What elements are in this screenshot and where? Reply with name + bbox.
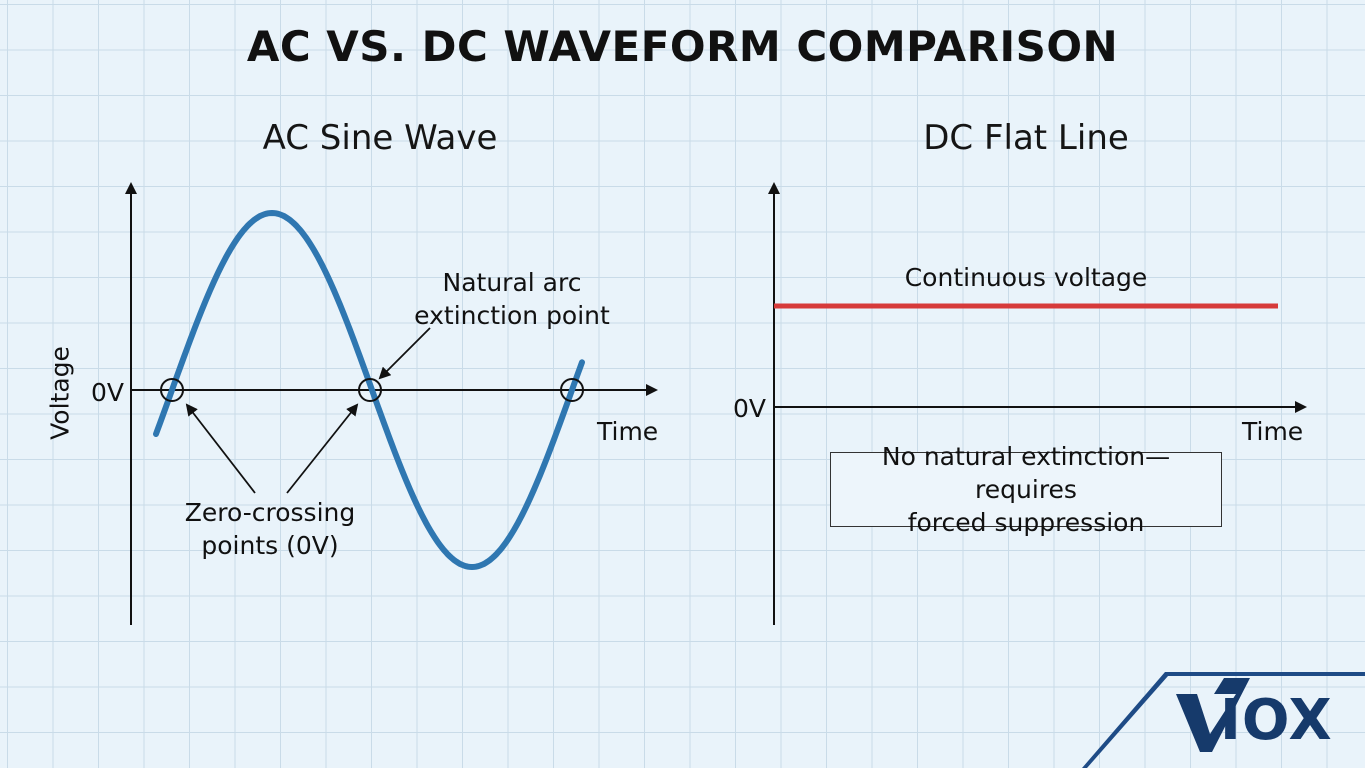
arc-annotation-arrow — [378, 327, 431, 380]
dc-note-line2: forced suppression — [907, 508, 1145, 537]
page-title: AC VS. DC WAVEFORM COMPARISON — [246, 22, 1119, 71]
logo-v-mark — [1176, 678, 1250, 752]
arc-annotation-line1: Natural arc — [442, 268, 582, 297]
zero-crossing-marker-2 — [358, 378, 382, 402]
ac-subtitle: AC Sine Wave — [262, 118, 498, 158]
dc-zero-label: 0V — [733, 394, 767, 423]
zero-annotation-line1: Zero-crossing — [184, 498, 356, 527]
dc-subtitle: DC Flat Line — [923, 118, 1129, 158]
logo-wordmark: IOX — [1220, 688, 1333, 753]
dc-note-line1: No natural extinction—requires — [881, 442, 1171, 504]
zero-annotation-arrow-1 — [185, 403, 256, 494]
ac-x-axis-label: Time — [597, 417, 659, 446]
dc-x-axis-label: Time — [1242, 417, 1304, 446]
dc-line-label: Continuous voltage — [904, 263, 1148, 292]
zero-annotation-arrow-2 — [286, 403, 359, 494]
dc-note-box: No natural extinction—requires forced su… — [830, 442, 1222, 537]
zero-crossing-marker-1 — [160, 378, 184, 402]
ac-sine-wave — [153, 209, 585, 571]
arc-annotation-line2: extinction point — [414, 301, 610, 330]
ac-zero-label: 0V — [91, 378, 125, 407]
zero-annotation-line2: points (0V) — [201, 531, 339, 560]
viox-logo — [1082, 672, 1365, 768]
zero-crossing-marker-3 — [560, 378, 584, 402]
